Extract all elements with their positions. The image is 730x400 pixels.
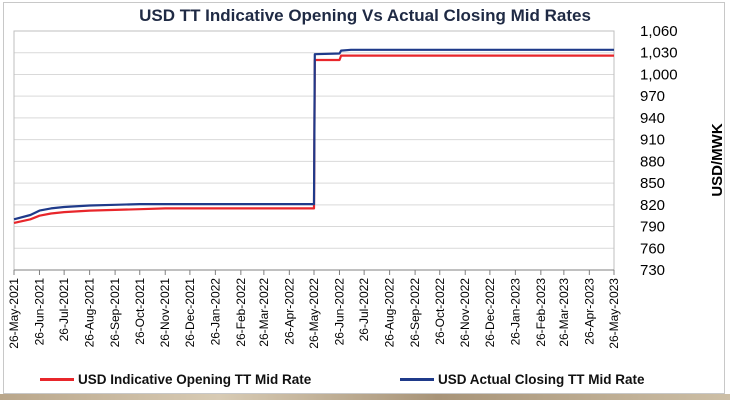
x-tick-label: 26-May-2023 [607,278,621,349]
x-tick-label: 26-Aug-2022 [383,278,397,348]
y-axis-label: USD/MWK [709,123,726,196]
legend-label-opening: USD Indicative Opening TT Mid Rate [78,372,312,387]
y-tick-label: 1,060 [640,23,678,40]
legend: USD Indicative Opening TT Mid Rate USD A… [0,372,730,392]
x-tick-label: 26-Feb-2022 [234,278,248,347]
chart-title: USD TT Indicative Opening Vs Actual Clos… [139,6,591,25]
x-tick-label: 26-Aug-2021 [83,278,97,348]
x-tick-label: 26-Apr-2023 [582,278,596,345]
y-tick-label: 970 [640,88,665,105]
x-tick-label: 26-Nov-2022 [458,278,472,348]
y-tick-label: 760 [640,240,665,257]
y-tick-label: 910 [640,132,665,149]
x-tick-label: 26-Oct-2022 [433,278,447,345]
x-tick-label: 26-Apr-2022 [282,278,296,345]
legend-item-opening: USD Indicative Opening TT Mid Rate [40,372,311,387]
x-tick-label: 26-Sep-2022 [408,278,422,348]
y-tick-label: 790 [640,219,665,236]
x-tick-label: 26-Jul-2022 [357,278,371,342]
y-tick-label: 880 [640,153,665,170]
x-tick-label: 26-Jan-2022 [208,278,222,346]
x-tick-label: 26-Nov-2021 [158,278,172,348]
legend-label-closing: USD Actual Closing TT Mid Rate [438,372,645,387]
x-tick-label: 26-Jun-2022 [332,278,346,346]
x-tick-label: 26-Jun-2021 [32,278,46,346]
y-tick-label: 850 [640,175,665,192]
x-tick-label: 26-Mar-2023 [557,278,571,347]
x-tick-label: 26-May-2021 [7,278,21,349]
x-tick-label: 26-Dec-2022 [483,278,497,348]
x-tick-label: 26-Dec-2021 [183,278,197,348]
chart-frame [3,2,725,394]
x-tick-label: 26-Mar-2022 [257,278,271,347]
legend-item-closing: USD Actual Closing TT Mid Rate [400,372,645,387]
y-tick-label: 1,000 [640,66,678,83]
y-tick-label: 940 [640,110,665,127]
y-tick-label: 820 [640,197,665,214]
x-tick-label: 26-May-2022 [307,278,321,349]
x-tick-label: 26-Oct-2021 [133,278,147,345]
x-tick-label: 26-Jul-2021 [57,278,71,342]
legend-swatch-opening [40,378,74,381]
series-line-closing [13,48,614,221]
x-tick-label: 26-Sep-2021 [108,278,122,348]
y-tick-label: 1,030 [640,45,678,62]
background-strip [0,394,730,400]
legend-swatch-closing [400,378,434,381]
x-tick-label: 26-Feb-2023 [534,278,548,347]
y-tick-label: 730 [640,262,665,279]
chart-plot: 730 760 790 820 850 880 910 940 970 1,000 1,030 1,0… [7,23,726,349]
x-tick-label: 26-Jan-2023 [508,278,522,346]
